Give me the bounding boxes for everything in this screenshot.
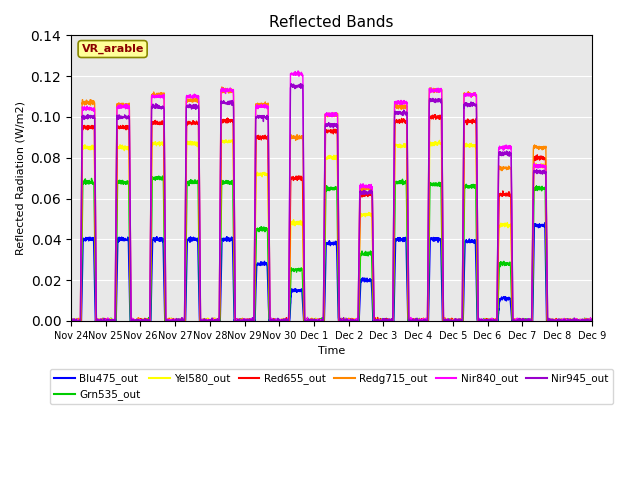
Yel580_out	[578, 318, 586, 324]
Nir840_out	[294, 68, 302, 74]
Yel580_out	[267, 318, 275, 324]
Red655_out	[431, 112, 439, 118]
Nir840_out	[522, 318, 529, 324]
Blu475_out	[588, 318, 596, 324]
Nir945_out	[267, 317, 275, 323]
Line: Nir945_out: Nir945_out	[71, 84, 592, 321]
Redg715_out	[290, 135, 298, 141]
Nir840_out	[578, 317, 586, 323]
Grn535_out	[67, 316, 75, 322]
Blu475_out	[127, 318, 134, 324]
Red655_out	[289, 178, 297, 183]
Yel580_out	[67, 316, 75, 322]
Blu475_out	[289, 288, 297, 294]
Grn535_out	[578, 318, 586, 324]
Yel580_out	[522, 317, 529, 323]
Line: Blu475_out: Blu475_out	[71, 223, 592, 321]
Red655_out	[67, 317, 75, 323]
Nir945_out	[157, 104, 165, 110]
Red655_out	[588, 318, 596, 324]
Nir840_out	[127, 255, 134, 261]
Grn535_out	[127, 318, 134, 324]
Red655_out	[578, 317, 586, 323]
Redg715_out	[67, 317, 75, 323]
Grn535_out	[157, 175, 165, 180]
Redg715_out	[522, 318, 529, 324]
Grn535_out	[588, 318, 596, 324]
Yel580_out	[290, 217, 298, 223]
Line: Yel580_out: Yel580_out	[71, 140, 592, 321]
Nir945_out	[68, 318, 76, 324]
Yel580_out	[218, 137, 225, 143]
Nir945_out	[578, 318, 586, 324]
Red655_out	[68, 318, 76, 324]
Redg715_out	[157, 90, 165, 96]
Redg715_out	[267, 317, 275, 323]
Redg715_out	[218, 84, 226, 90]
Legend: Blu475_out, Grn535_out, Yel580_out, Red655_out, Redg715_out, Nir840_out, Nir945_: Blu475_out, Grn535_out, Yel580_out, Red6…	[50, 369, 612, 405]
Red655_out	[127, 302, 134, 308]
Blu475_out	[68, 318, 76, 324]
Nir945_out	[522, 318, 529, 324]
Grn535_out	[290, 268, 298, 274]
Redg715_out	[68, 318, 76, 324]
Yel580_out	[588, 317, 596, 323]
X-axis label: Time: Time	[317, 346, 345, 356]
Yel580_out	[157, 140, 165, 146]
Grn535_out	[68, 318, 76, 324]
Nir945_out	[67, 318, 75, 324]
Nir840_out	[68, 318, 76, 324]
Grn535_out	[159, 173, 166, 179]
Blu475_out	[157, 238, 165, 243]
Y-axis label: Reflected Radiation (W/m2): Reflected Radiation (W/m2)	[15, 101, 25, 255]
Redg715_out	[578, 318, 586, 324]
Redg715_out	[588, 318, 596, 324]
Nir840_out	[67, 315, 75, 321]
Text: VR_arable: VR_arable	[81, 44, 144, 54]
Blu475_out	[267, 318, 275, 324]
Blu475_out	[67, 316, 75, 322]
Nir840_out	[267, 317, 275, 323]
Blu475_out	[578, 317, 586, 323]
Line: Red655_out: Red655_out	[71, 115, 592, 321]
Nir945_out	[588, 316, 596, 322]
Yel580_out	[127, 304, 134, 310]
Red655_out	[522, 318, 529, 324]
Blu475_out	[522, 318, 529, 324]
Blu475_out	[541, 220, 548, 226]
Red655_out	[157, 120, 165, 125]
Nir840_out	[157, 93, 165, 99]
Nir840_out	[588, 318, 596, 324]
Line: Grn535_out: Grn535_out	[71, 176, 592, 321]
Grn535_out	[522, 318, 529, 324]
Nir945_out	[290, 81, 298, 87]
Grn535_out	[267, 318, 275, 324]
Title: Reflected Bands: Reflected Bands	[269, 15, 394, 30]
Yel580_out	[67, 318, 75, 324]
Nir945_out	[127, 260, 134, 265]
Nir945_out	[287, 81, 295, 86]
Red655_out	[267, 318, 275, 324]
Redg715_out	[127, 256, 134, 262]
Nir840_out	[289, 71, 297, 76]
Line: Nir840_out: Nir840_out	[71, 71, 592, 321]
Line: Redg715_out: Redg715_out	[71, 87, 592, 321]
